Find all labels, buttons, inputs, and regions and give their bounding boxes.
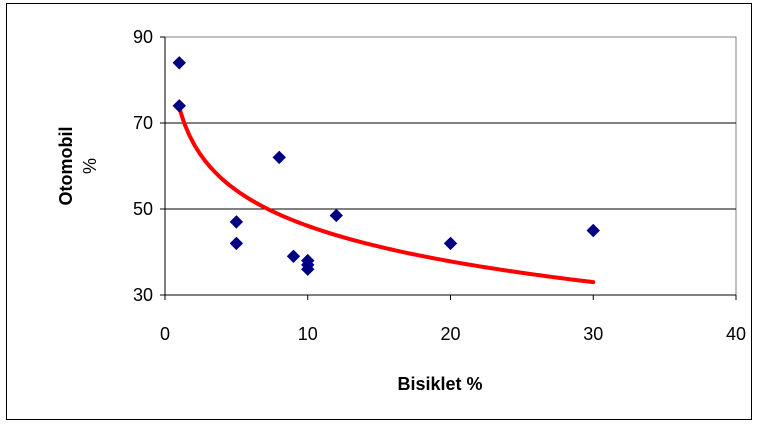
y-tick-label: 70 — [133, 113, 153, 133]
x-tick-label: 20 — [440, 324, 460, 344]
y-tick-label: 30 — [133, 285, 153, 305]
y-axis-title-line1: Otomobil — [56, 127, 76, 206]
data-point — [329, 208, 344, 223]
y-axis-title-line2: % — [80, 158, 100, 174]
x-tick-label: 40 — [726, 324, 746, 344]
axes — [160, 36, 737, 300]
data-points — [172, 56, 600, 276]
data-point — [286, 249, 301, 264]
y-tick-label: 50 — [133, 199, 153, 219]
data-point — [172, 99, 186, 113]
x-tick-label: 0 — [160, 324, 170, 344]
data-point — [443, 236, 458, 251]
data-point — [229, 236, 244, 251]
data-point — [172, 56, 186, 70]
trendline — [177, 105, 596, 285]
x-tick-labels: 0 10 20 30 40 — [160, 324, 746, 344]
x-tick-label: 10 — [298, 324, 318, 344]
y-axis-title: Otomobil % — [56, 127, 100, 206]
plot-area — [164, 36, 737, 296]
x-axis-title: Bisiklet % — [397, 374, 482, 394]
gridlines — [165, 122, 736, 210]
data-point — [301, 258, 315, 272]
data-point — [272, 150, 286, 165]
data-point — [229, 215, 244, 229]
y-tick-label: 90 — [133, 27, 153, 47]
x-tick-label: 30 — [583, 324, 603, 344]
y-tick-labels: 30 50 70 90 — [133, 27, 153, 305]
data-point — [586, 223, 600, 238]
